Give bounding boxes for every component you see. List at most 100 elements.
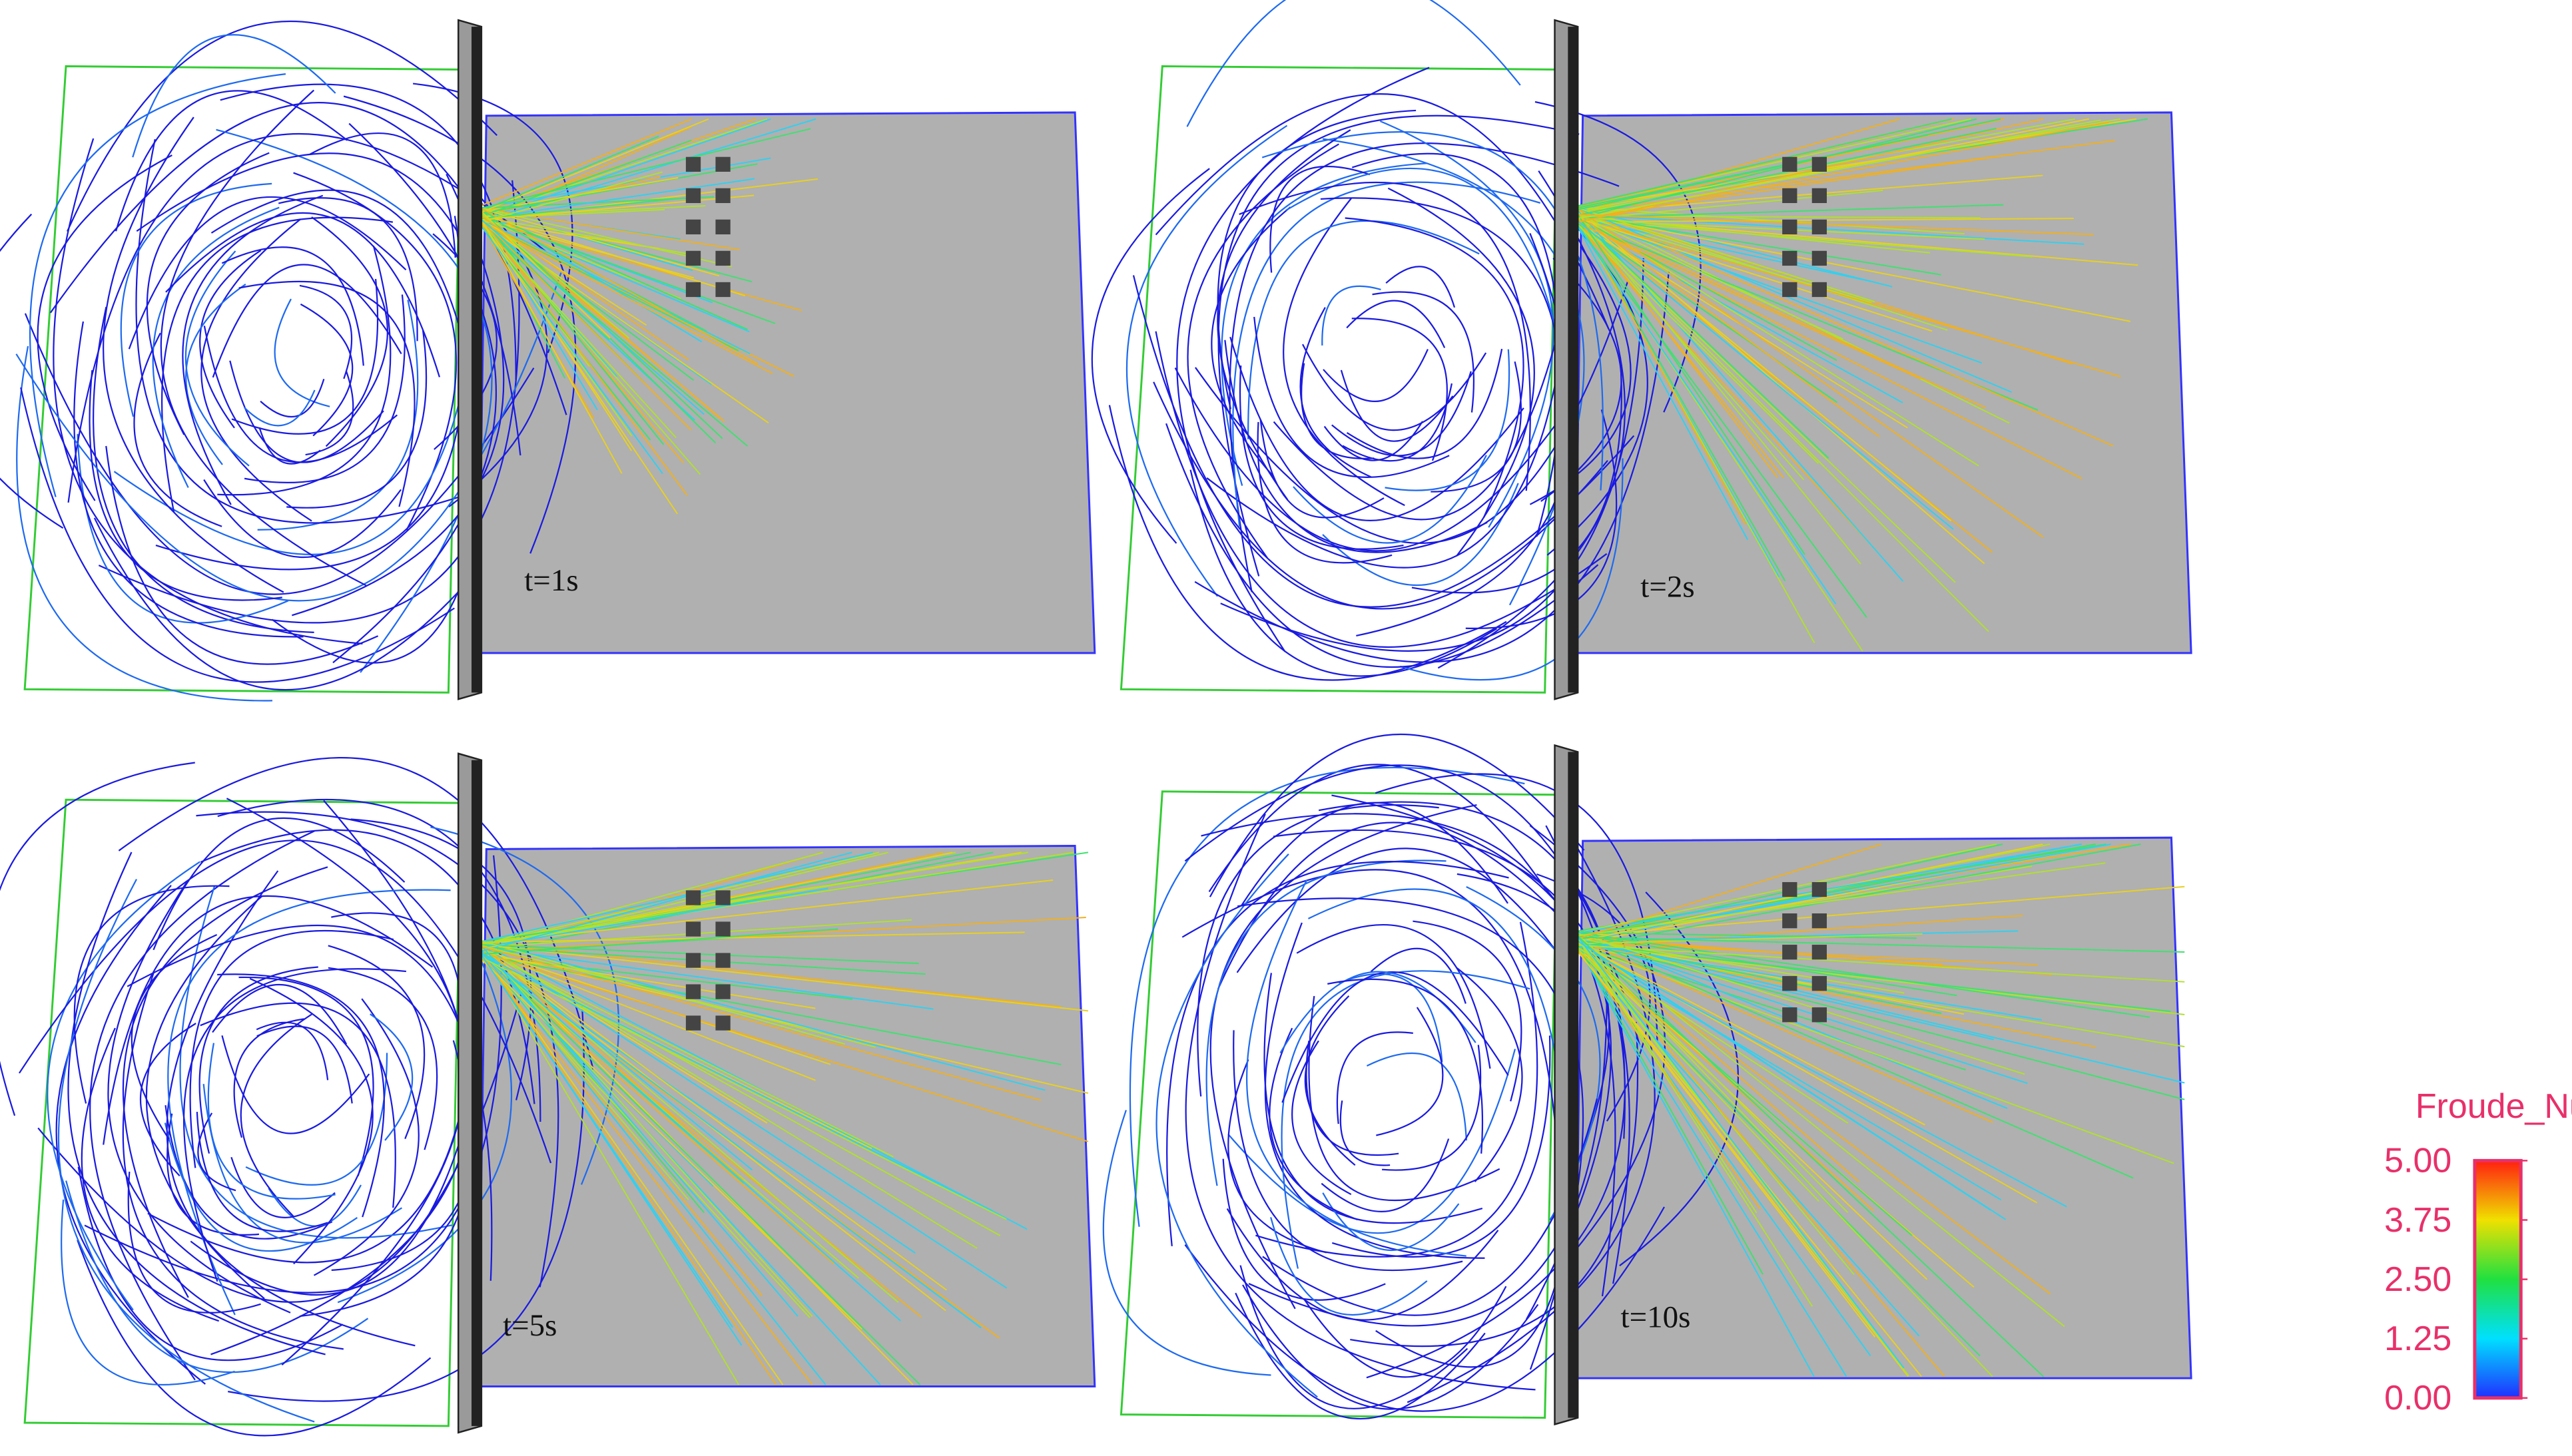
streamline (1574, 933, 2134, 1179)
streamline (478, 851, 852, 953)
streamline (66, 21, 498, 232)
streamline (478, 216, 751, 355)
streamline (67, 132, 553, 503)
streamline (478, 928, 838, 955)
streamline (1323, 349, 1429, 403)
streamline (478, 953, 916, 1254)
streamline (1574, 217, 1986, 409)
baffle-block (1782, 156, 1797, 172)
streamline (478, 947, 826, 1385)
streamline (47, 861, 200, 1311)
streamline (1574, 215, 1983, 364)
streamline (1574, 214, 2085, 245)
streamline (478, 212, 665, 445)
baffle-block (685, 156, 701, 172)
baffle-block (1782, 282, 1797, 298)
streamline (478, 221, 663, 474)
streamline (1259, 419, 1385, 519)
streamline (478, 951, 982, 1329)
streamline (1233, 1030, 1463, 1272)
streamline (478, 178, 755, 220)
streamline (337, 917, 513, 1304)
streamline (1574, 216, 2121, 377)
baffle-block (715, 282, 731, 298)
streamline (478, 944, 876, 1048)
streamline (146, 152, 270, 435)
streamline (478, 955, 862, 1330)
streamline (164, 1122, 358, 1252)
streamline (122, 972, 344, 1350)
streamline (478, 947, 921, 1385)
streamline (478, 206, 759, 365)
streamline (478, 128, 811, 210)
streamline (1574, 220, 1867, 618)
streamline (1574, 946, 1981, 1357)
streamline (1229, 336, 1524, 521)
streamline (1574, 931, 2150, 1018)
baffle-block (1811, 188, 1827, 204)
streamline (1574, 933, 1855, 1276)
streamline (478, 851, 1028, 946)
streamline (212, 264, 402, 378)
streamline (1155, 331, 1608, 648)
streamline (1339, 973, 1443, 1063)
gate-edge (472, 760, 482, 1426)
streamline (1574, 121, 2109, 223)
streamline (1574, 215, 1931, 254)
streamline (478, 941, 745, 1181)
colorbar: Froude_Number 5.00 3.75 2.50 1.25 0.00 (2384, 1087, 2572, 1417)
streamline (166, 870, 416, 1347)
streamline (1184, 1206, 1665, 1412)
streamline (16, 346, 272, 702)
streamline (478, 206, 703, 343)
streamline (478, 213, 688, 496)
streamline (1574, 943, 1966, 1071)
streamline (478, 851, 994, 955)
streamline (1227, 1049, 1516, 1234)
streamline (1574, 118, 2044, 224)
streamline (1132, 275, 1635, 608)
streamline (1574, 206, 1965, 235)
streamline (257, 300, 419, 531)
streamline (1574, 212, 1843, 340)
streamline (1574, 844, 2141, 949)
streamline (1574, 219, 2083, 479)
streamline (1296, 923, 1491, 1069)
streamline (1269, 1027, 1358, 1220)
streamline (1291, 1040, 1352, 1196)
streamline (1299, 307, 1372, 478)
streamline (1293, 455, 1487, 544)
baffle-block (1811, 881, 1827, 897)
streamline (478, 217, 695, 279)
streamline (1574, 217, 1956, 583)
streamline (29, 73, 286, 497)
streamline (1574, 934, 1849, 1213)
streamline (55, 885, 206, 1385)
streamline (1574, 885, 2185, 937)
streamline (1574, 220, 1819, 464)
streamline (1185, 814, 1536, 1391)
streamline (139, 1023, 196, 1177)
streamline (1574, 937, 2185, 1084)
streamline (478, 941, 799, 1317)
gate-edge (1568, 27, 1578, 693)
streamline (1366, 1052, 1467, 1141)
streamline (292, 174, 505, 616)
streamline (478, 118, 709, 214)
streamline (478, 118, 692, 208)
streamline (1574, 206, 1893, 288)
streamline (370, 1013, 414, 1141)
streamline (478, 931, 1025, 943)
streamline (1574, 943, 1761, 1210)
streamline (1574, 931, 1859, 1182)
streamline (478, 947, 894, 1158)
streamline (478, 952, 993, 1212)
baffle-block (1782, 881, 1797, 897)
streamline (328, 967, 438, 1150)
streamline (1166, 861, 1509, 1246)
streamline (311, 216, 388, 447)
streamline (478, 943, 899, 1303)
streamline (182, 194, 324, 505)
streamline (37, 154, 172, 501)
streamline (1574, 844, 1882, 941)
